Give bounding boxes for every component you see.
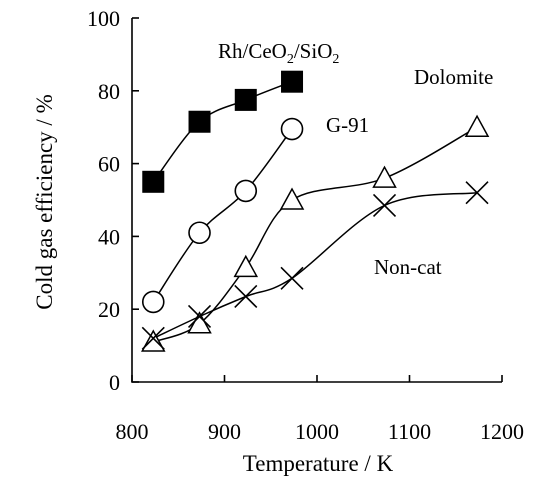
data-point-g-91 — [280, 117, 304, 141]
series-label-rh-sub1: 2 — [287, 52, 294, 67]
x-tick-label: 800 — [116, 419, 149, 444]
x-axis-title: Temperature / K — [243, 451, 394, 476]
data-point-dolomite — [372, 165, 397, 188]
series-markers — [141, 70, 490, 352]
y-tick-label: 40 — [98, 224, 120, 249]
data-point-non-cat — [280, 266, 304, 290]
data-point-non-cat — [234, 284, 258, 309]
y-tick-label: 60 — [98, 152, 120, 177]
y-tick-label: 0 — [109, 370, 120, 395]
series-label-rh-mid: /SiO — [294, 39, 333, 63]
series-line-rh-ceo2-sio2 — [152, 81, 293, 183]
series-lines — [152, 81, 478, 343]
x-tick-label: 900 — [208, 419, 241, 444]
series-label-dolomite: Dolomite — [414, 65, 493, 89]
data-point-dolomite — [141, 329, 166, 352]
data-point-g-91 — [141, 290, 165, 314]
series-label-rh-sub2: 2 — [332, 52, 339, 67]
data-point-rh-ceo2-sio2 — [234, 88, 257, 111]
data-point-non-cat — [465, 181, 489, 205]
y-tick-label: 20 — [98, 297, 120, 322]
data-point-g-91 — [234, 179, 258, 203]
data-point-g-91 — [188, 221, 211, 245]
data-point-rh-ceo2-sio2 — [142, 170, 165, 193]
y-axis-title: Cold gas efficiency / % — [32, 94, 57, 309]
series-line-g-91 — [152, 128, 293, 303]
x-tick-labels: 800 900 1000 1100 1200 — [116, 419, 525, 444]
data-point-rh-ceo2-sio2 — [188, 110, 211, 133]
series-label-rh: Rh/CeO2/SiO2 — [218, 39, 339, 67]
data-point-dolomite — [233, 254, 259, 278]
x-tick-label: 1200 — [480, 419, 524, 444]
data-point-non-cat — [372, 193, 397, 218]
y-tick-labels: 0 20 40 60 80 100 — [87, 6, 120, 395]
data-point-dolomite — [279, 187, 305, 210]
x-tick-label: 1100 — [388, 419, 431, 444]
y-tick-label: 100 — [87, 6, 120, 31]
x-tick-label: 1000 — [295, 419, 339, 444]
series-label-noncat: Non-cat — [374, 255, 442, 279]
data-point-dolomite — [464, 114, 490, 137]
data-point-non-cat — [187, 304, 212, 329]
axes — [131, 17, 503, 383]
y-tick-label: 80 — [98, 79, 120, 104]
series-label-g91: G-91 — [326, 113, 369, 137]
data-point-non-cat — [141, 326, 165, 350]
data-point-rh-ceo2-sio2 — [281, 70, 304, 93]
